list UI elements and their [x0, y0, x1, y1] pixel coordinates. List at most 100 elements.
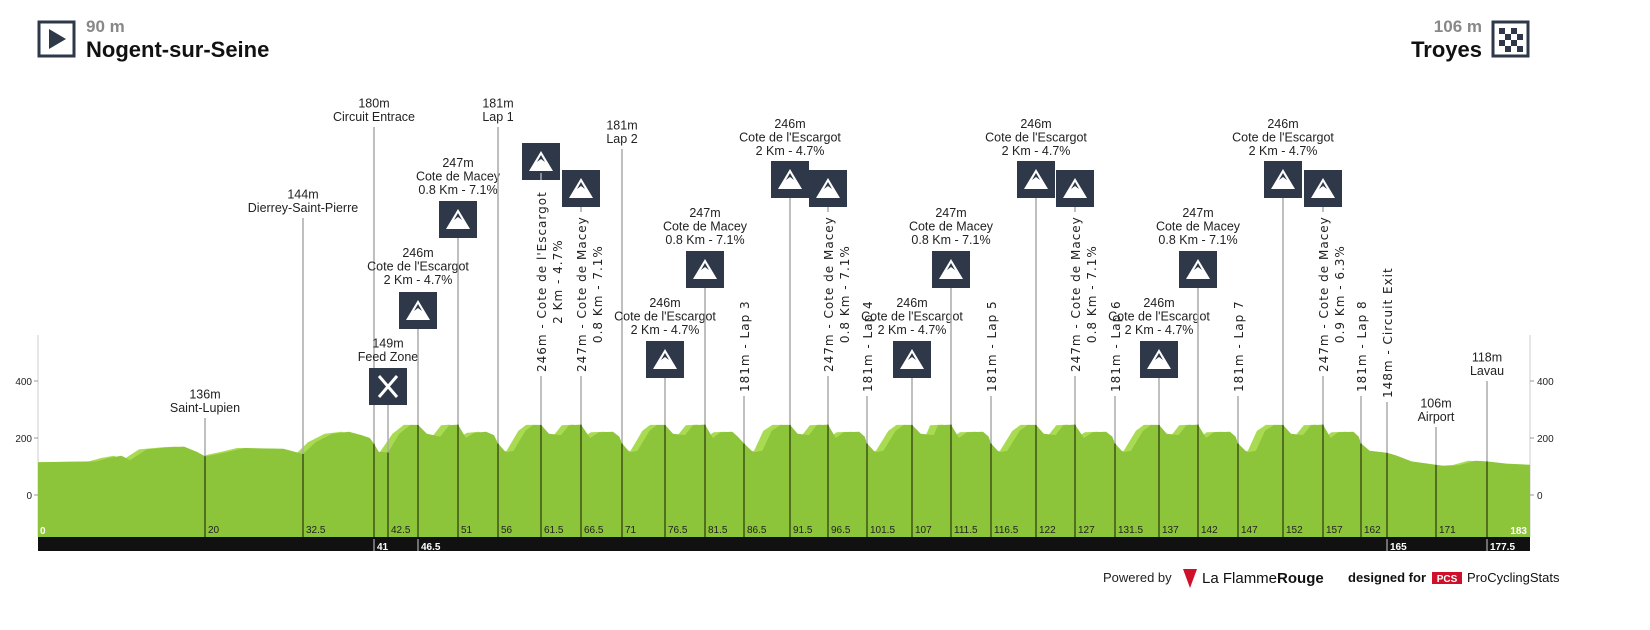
flag-square: [1517, 34, 1523, 40]
waypoint-label-vertical: 181m - Lap 5: [985, 300, 999, 392]
waypoint-marker: 247m - Cote de Macey 0.8 Km - 7.1%: [1056, 170, 1099, 537]
waypoint-label-vertical: 0.8 Km - 7.1%: [1085, 245, 1099, 343]
distance-bar: [38, 537, 1530, 551]
km-tick-label: 61.5: [544, 525, 564, 536]
mountain-shape: [1063, 178, 1087, 198]
km-tick-label: 127: [1078, 525, 1095, 536]
km-tick-label: 86.5: [747, 525, 767, 536]
waypoint-label: 2 Km - 4.7%: [1249, 144, 1318, 158]
waypoint-label-vertical: 0.8 Km - 7.1%: [591, 245, 605, 343]
waypoint-label-vertical: 0.9 Km - 6.3%: [1333, 245, 1347, 343]
mountain-shape: [1186, 259, 1210, 279]
flag-frame: [1491, 20, 1530, 58]
waypoint-label-vertical: 181m - Lap 4: [861, 300, 875, 392]
mountain-peak: [1319, 182, 1327, 189]
mountain-shape: [816, 178, 840, 198]
mountain-shape: [1024, 169, 1048, 189]
waypoint-label: 144m: [287, 188, 318, 202]
climb-icon: [562, 170, 600, 207]
km-tick-label: 71: [625, 525, 637, 536]
waypoint-label-vertical: 181m - Lap 3: [738, 300, 752, 392]
climb-icon: [893, 341, 931, 378]
km-tick-label: 20: [208, 525, 220, 536]
mountain-shape: [446, 209, 470, 229]
km-tick-label: 162: [1364, 525, 1381, 536]
waypoint-label: Cote de l'Escargot: [861, 310, 963, 324]
waypoint-marker: 247m - Cote de Macey 0.8 Km - 7.1%: [809, 170, 852, 537]
finish-header: 106 m Troyes: [1411, 17, 1530, 62]
mountain-peak: [824, 182, 832, 189]
km-tick-label: 32.5: [306, 525, 326, 536]
waypoint-label: 2 Km - 4.7%: [631, 323, 700, 337]
climb-icon: [1179, 251, 1217, 288]
mountain-peak: [577, 182, 585, 189]
km-tick-label: 91.5: [793, 525, 813, 536]
flag-square: [1511, 40, 1517, 46]
climb-icon: [809, 170, 847, 207]
flag-square: [1499, 28, 1505, 34]
waypoint-label: 2 Km - 4.7%: [1002, 144, 1071, 158]
climb-icon: [1264, 161, 1302, 198]
waypoint-label: 0.8 Km - 7.1%: [911, 233, 990, 247]
waypoint-label: Cote de l'Escargot: [614, 310, 716, 324]
km-tick-label: 101.5: [870, 525, 895, 536]
waypoint-label: Circuit Entrace: [333, 110, 415, 124]
footer: Powered by La FlammeRouge designed for P…: [1103, 569, 1560, 588]
waypoint-label: 246m: [649, 296, 680, 310]
mountain-shape: [1271, 169, 1295, 189]
mountain-peak: [1032, 173, 1040, 180]
waypoint-label: 246m: [1143, 296, 1174, 310]
end-km-label: 183: [1510, 526, 1527, 537]
waypoint-label: Cote de l'Escargot: [739, 131, 841, 145]
start-km-label: 0: [40, 526, 46, 537]
mountain-shape: [1311, 178, 1335, 198]
mountain-peak: [1279, 173, 1287, 180]
feed-zone-icon: [369, 368, 407, 405]
waypoint-label-vertical: 247m - Cote de Macey: [1069, 216, 1083, 372]
waypoint-label: 246m: [896, 296, 927, 310]
km-tick-label: 147: [1241, 525, 1258, 536]
km-tick-label: 116.5: [994, 525, 1019, 536]
km-tick-label: 111.5: [954, 525, 978, 536]
waypoint-label: 246m: [1267, 117, 1298, 131]
bar-tick-label: 46.5: [421, 542, 441, 553]
waypoint-label: Cote de l'Escargot: [1108, 310, 1210, 324]
play-icon-glyph: [49, 29, 66, 49]
mountain-peak: [701, 263, 709, 270]
waypoint-label: 2 Km - 4.7%: [756, 144, 825, 158]
mountain-peak: [454, 213, 462, 220]
mountain-peak: [661, 353, 669, 360]
waypoint-marker: 247m - Cote de Macey 0.8 Km - 7.1%: [562, 170, 605, 537]
y-tick-label-right: 400: [1537, 377, 1554, 388]
km-tick-label: 56: [501, 525, 513, 536]
climb-icon: [646, 341, 684, 378]
bar-tick-label: 177.5: [1490, 542, 1515, 553]
waypoint-marker: 181m - Lap 4: [861, 300, 875, 537]
waypoint-label: 247m: [935, 206, 966, 220]
y-tick-label-right: 0: [1537, 491, 1543, 502]
waypoint-label: Saint-Lupien: [170, 401, 240, 415]
pcs-name: ProCyclingStats: [1467, 570, 1560, 585]
waypoint-label: 2 Km - 4.7%: [384, 273, 453, 287]
y-tick-label-left: 0: [26, 491, 32, 502]
mountain-shape: [653, 349, 677, 369]
km-tick-label: 157: [1326, 525, 1343, 536]
km-tick-label: 122: [1039, 525, 1056, 536]
km-tick-label: 131.5: [1118, 525, 1143, 536]
waypoint-label: 2 Km - 4.7%: [878, 323, 947, 337]
km-tick-label: 171: [1439, 525, 1456, 536]
mountain-shape: [939, 259, 963, 279]
mountain-shape: [900, 349, 924, 369]
waypoint-label: 0.8 Km - 7.1%: [1158, 233, 1237, 247]
waypoint-label: Cote de l'Escargot: [1232, 131, 1334, 145]
waypoint-label: 246m: [1020, 117, 1051, 131]
waypoint-label-vertical: 148m - Circuit Exit: [1381, 267, 1395, 398]
pcs-badge-icon: [1432, 572, 1462, 584]
km-tick-label: 96.5: [831, 525, 851, 536]
